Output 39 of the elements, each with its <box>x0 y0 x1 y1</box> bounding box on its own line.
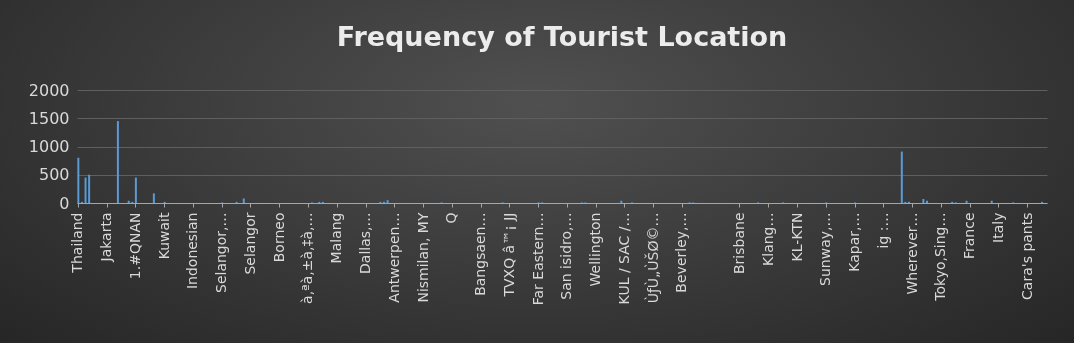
x-tick-label: KUL / SAC /… <box>615 212 632 305</box>
x-tick-label: Q <box>443 212 460 224</box>
x-tick-label: Malang <box>328 212 345 264</box>
x-tick-label: TVXQ â™¡ JJ <box>500 212 517 298</box>
y-tick-label: 500 <box>38 165 70 185</box>
chart-title: Frequency of Tourist Location <box>336 21 788 52</box>
x-tick-label: Selangor <box>241 212 258 275</box>
x-tick-label: Dallas,… <box>357 212 374 274</box>
x-tick-label: 1.#QNAN <box>126 212 143 280</box>
x-tick-label: Indonesian <box>184 212 201 290</box>
x-tick-label: France <box>961 212 978 260</box>
x-tick-label: Jakarta <box>98 212 115 263</box>
y-tick-label: 1500 <box>28 108 70 128</box>
x-tick-label: Cara's pants <box>1018 212 1035 300</box>
x-tick-label: KL-KTN <box>788 212 805 262</box>
x-tick-label: à,ªà,±à,‡à,… <box>299 212 316 304</box>
x-tick-label: Kuwait <box>155 211 172 260</box>
x-tick-label: Borneo <box>270 212 287 263</box>
x-tick-label: Wherever… <box>903 212 920 295</box>
x-tick-label: Beverley,… <box>673 212 690 293</box>
x-tick-label: Italy <box>989 212 1006 243</box>
x-tick-label: ig :… <box>874 212 891 249</box>
y-tick-label: 2000 <box>28 80 70 100</box>
y-tick-label: 0 <box>59 193 70 213</box>
x-tick-label: Sunway,… <box>817 212 834 286</box>
x-tick-label: Thailand <box>69 212 86 274</box>
x-tick-label: Nismilan, MY <box>414 212 431 303</box>
x-tick-label: San isidro,… <box>558 212 575 300</box>
x-tick-label: Selangor,… <box>213 212 230 293</box>
x-tick-label: Far Eastern… <box>529 212 546 306</box>
x-tick-label: Bangsaen… <box>472 212 489 296</box>
x-tick-label: ÙƒÙ„ÙŠØ©… <box>643 212 661 304</box>
x-tick-label: Klang… <box>759 212 776 266</box>
x-tick-label: Antwerpen… <box>385 212 402 303</box>
x-tick-label: Tokyo,Sing… <box>932 212 949 302</box>
x-tick-label: Brisbane <box>731 212 747 274</box>
x-tick-label: Kapar,… <box>846 212 863 272</box>
y-tick-label: 1000 <box>28 137 70 156</box>
x-tick-label: Wellington <box>587 212 604 287</box>
